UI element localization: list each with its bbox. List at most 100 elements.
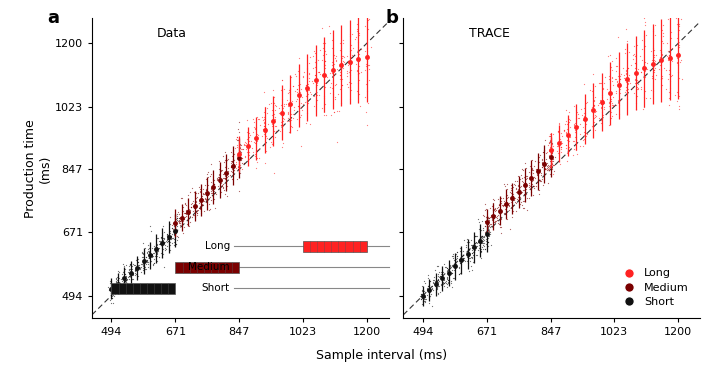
Point xyxy=(192,212,203,218)
Point xyxy=(351,26,363,32)
Point xyxy=(235,156,246,162)
Point xyxy=(507,195,518,201)
Point xyxy=(620,71,631,77)
Point xyxy=(173,219,185,225)
Point xyxy=(467,245,478,251)
Point xyxy=(607,79,618,85)
Point xyxy=(145,258,156,264)
Point xyxy=(448,263,460,269)
Point xyxy=(536,157,547,163)
Point xyxy=(610,111,621,117)
Point xyxy=(276,144,287,150)
Point xyxy=(354,51,365,57)
Point xyxy=(249,140,260,146)
Point xyxy=(331,57,342,63)
Point xyxy=(501,201,513,207)
Point xyxy=(610,102,621,108)
Point xyxy=(447,253,458,259)
Point xyxy=(544,162,556,168)
Point xyxy=(362,48,373,54)
Point xyxy=(418,298,429,304)
Point xyxy=(210,190,221,196)
Point xyxy=(231,152,243,158)
Point xyxy=(130,264,141,269)
Point xyxy=(164,247,175,253)
Point xyxy=(260,133,271,139)
Point xyxy=(443,268,455,273)
Point xyxy=(544,158,555,164)
Point xyxy=(561,121,573,127)
Point xyxy=(208,176,219,182)
Point xyxy=(608,82,619,87)
Point xyxy=(579,111,590,116)
Point xyxy=(441,281,452,287)
Point xyxy=(575,131,586,137)
Point xyxy=(344,70,355,75)
Point xyxy=(580,130,592,136)
Point xyxy=(320,48,331,54)
Point xyxy=(503,194,514,199)
Point xyxy=(612,97,624,103)
Point xyxy=(478,243,489,249)
Point xyxy=(457,257,469,263)
Point xyxy=(110,278,122,284)
Point xyxy=(213,174,224,180)
Point xyxy=(183,212,194,217)
Point xyxy=(595,101,607,107)
Point xyxy=(518,179,529,184)
Point xyxy=(274,128,286,134)
Point xyxy=(506,187,517,193)
Point xyxy=(119,283,131,289)
Point xyxy=(170,219,181,225)
Point xyxy=(672,60,683,66)
Point xyxy=(233,148,245,154)
Point xyxy=(666,57,677,63)
Point xyxy=(177,230,189,236)
Point xyxy=(117,261,129,267)
Point xyxy=(253,116,264,122)
Point xyxy=(243,142,255,148)
Point xyxy=(320,51,332,57)
Point xyxy=(336,60,347,66)
Point xyxy=(622,80,633,86)
Point xyxy=(183,216,194,222)
Point xyxy=(317,57,328,63)
Point xyxy=(277,111,288,117)
Point xyxy=(227,169,238,175)
Point xyxy=(530,180,542,186)
Point xyxy=(455,248,467,254)
Point xyxy=(318,95,329,101)
Point xyxy=(250,140,261,146)
Point xyxy=(284,97,296,102)
Point xyxy=(303,70,315,75)
Point xyxy=(288,111,299,117)
Point xyxy=(269,102,280,108)
Point xyxy=(455,259,466,265)
Point xyxy=(464,247,475,253)
Point xyxy=(556,144,567,150)
Point xyxy=(499,183,510,188)
Point xyxy=(168,231,180,237)
Point xyxy=(337,76,348,82)
Point xyxy=(309,102,320,108)
Point xyxy=(433,269,445,275)
Point xyxy=(438,261,450,267)
Point xyxy=(675,16,686,22)
Point xyxy=(300,82,312,88)
Point xyxy=(205,194,216,199)
Point xyxy=(191,208,202,213)
Point xyxy=(310,101,322,107)
Point xyxy=(488,216,499,222)
Point xyxy=(227,164,238,169)
Point xyxy=(472,239,484,245)
Point xyxy=(258,119,269,125)
Point xyxy=(546,158,557,164)
Point xyxy=(156,250,167,256)
Point xyxy=(507,187,518,193)
Point xyxy=(303,71,315,77)
Point xyxy=(554,142,565,148)
Point xyxy=(502,201,513,207)
Point xyxy=(579,123,590,129)
Point xyxy=(243,156,255,161)
Point xyxy=(189,204,200,210)
